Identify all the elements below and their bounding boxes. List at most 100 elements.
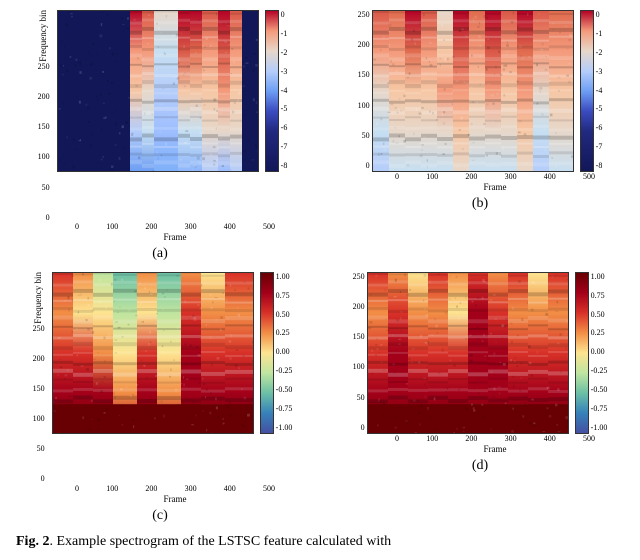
ctick: -7	[281, 142, 288, 151]
ytick: 0	[361, 423, 365, 432]
xtick: 500	[263, 484, 275, 493]
caption-text: . Example spectrogram of the LSTSC featu…	[49, 534, 391, 549]
ctick: -2	[596, 48, 603, 57]
heatmap-a	[57, 10, 259, 172]
ctick: -3	[596, 67, 603, 76]
ytick: 150	[33, 384, 45, 393]
ytick: 150	[358, 70, 370, 79]
ctick: 0.75	[276, 291, 290, 300]
ytick: 200	[358, 40, 370, 49]
xtick: 0	[395, 434, 399, 443]
ctick: -0.75	[591, 404, 608, 413]
ctick: -0.50	[591, 385, 608, 394]
colorbar	[260, 272, 274, 434]
xtick: 0	[395, 172, 399, 181]
xtick: 300	[505, 172, 517, 181]
ctick: -0.25	[276, 366, 293, 375]
ctick: 0.50	[276, 310, 290, 319]
ytick: 200	[353, 302, 365, 311]
colorbar-ticks: 0-1-2-3-4-5-6-7-8	[596, 10, 603, 170]
colorbar	[575, 272, 589, 434]
ytick: 100	[353, 362, 365, 371]
ctick: -4	[596, 86, 603, 95]
ctick: -0.25	[591, 366, 608, 375]
xtick: 500	[583, 434, 595, 443]
xtick: 200	[465, 434, 477, 443]
xtick: 500	[263, 222, 275, 231]
xtick: 300	[185, 222, 197, 231]
xtick: 400	[224, 222, 236, 231]
ytick: 50	[42, 183, 50, 192]
ctick: -8	[596, 161, 603, 170]
ctick: 0	[596, 10, 600, 19]
ctick: -1	[281, 29, 288, 38]
ctick: 0.50	[591, 310, 605, 319]
ctick: -6	[281, 123, 288, 132]
ytick: 0	[46, 213, 50, 222]
caption-label: Fig. 2	[16, 534, 49, 549]
xtick: 100	[426, 172, 438, 181]
colorbar	[580, 10, 594, 172]
ctick: -1	[596, 29, 603, 38]
panel-c: Frequency bin2502001501005001.000.750.50…	[10, 272, 310, 524]
xtick: 200	[465, 172, 477, 181]
ytick: 50	[37, 444, 45, 453]
yticks: 250200150100500	[358, 10, 370, 170]
ytick: 100	[358, 101, 370, 110]
panel-a: Frequency bin2502001501005000-1-2-3-4-5-…	[10, 10, 310, 262]
ctick: 1.00	[276, 272, 290, 281]
xtick: 400	[544, 434, 556, 443]
yticks: 250 200 150 100 50 0	[353, 272, 365, 432]
ctick: 0.00	[591, 347, 605, 356]
heatmap-d	[367, 272, 569, 434]
ctick: -5	[281, 104, 288, 113]
ctick: -8	[281, 161, 288, 170]
ylabel: Frequency bin	[33, 272, 43, 324]
xtick: 400	[224, 484, 236, 493]
xtick: 100	[426, 434, 438, 443]
xticks: 0 100 200 300 400 500	[75, 484, 275, 493]
ytick: 150	[353, 332, 365, 341]
xlabel: Frame	[164, 494, 187, 504]
ctick: -1.00	[276, 423, 293, 432]
subcaption-b: (b)	[472, 196, 488, 212]
xtick: 0	[75, 222, 79, 231]
ctick: -1.00	[591, 423, 608, 432]
xtick: 200	[145, 484, 157, 493]
xtick: 500	[583, 172, 595, 181]
xtick: 100	[106, 484, 118, 493]
ytick: 250	[358, 10, 370, 19]
ylabel: Frequency bin	[38, 10, 48, 62]
panel-b: 2502001501005000-1-2-3-4-5-6-7-801002003…	[330, 10, 630, 262]
colorbar-ticks: 0-1-2-3-4-5-6-7-8	[281, 10, 288, 170]
ytick: 200	[38, 92, 50, 101]
ctick: -0.75	[276, 404, 293, 413]
xticks: 0 100 200 300 400 500	[75, 222, 275, 231]
ytick: 250	[353, 272, 365, 281]
xtick: 200	[145, 222, 157, 231]
colorbar-ticks: 1.000.750.500.250.00-0.25-0.50-0.75-1.00	[276, 272, 293, 432]
panel-d: 2502001501005001.000.750.500.250.00-0.25…	[330, 272, 630, 524]
ctick: -3	[281, 67, 288, 76]
xtick: 300	[505, 434, 517, 443]
ctick: 0.25	[591, 328, 605, 337]
ytick: 100	[38, 152, 50, 161]
xlabel: Frame	[164, 232, 187, 242]
ytick: 50	[357, 393, 365, 402]
ctick: -5	[596, 104, 603, 113]
xlabel: Frame	[484, 182, 507, 192]
xtick: 0	[75, 484, 79, 493]
xtick: 300	[185, 484, 197, 493]
xtick: 100	[106, 222, 118, 231]
ytick: 0	[41, 474, 45, 483]
colorbar-ticks: 1.000.750.500.250.00-0.25-0.50-0.75-1.00	[591, 272, 608, 432]
ytick: 200	[33, 354, 45, 363]
ytick: 250	[33, 324, 45, 333]
ytick: 0	[366, 161, 370, 170]
ctick: 0.25	[276, 328, 290, 337]
ctick: 1.00	[591, 272, 605, 281]
ytick: 150	[38, 122, 50, 131]
ctick: -4	[281, 86, 288, 95]
figure-caption: Fig. 2. Example spectrogram of the LSTSC…	[10, 534, 630, 550]
xticks: 0100200300400500	[395, 172, 595, 181]
